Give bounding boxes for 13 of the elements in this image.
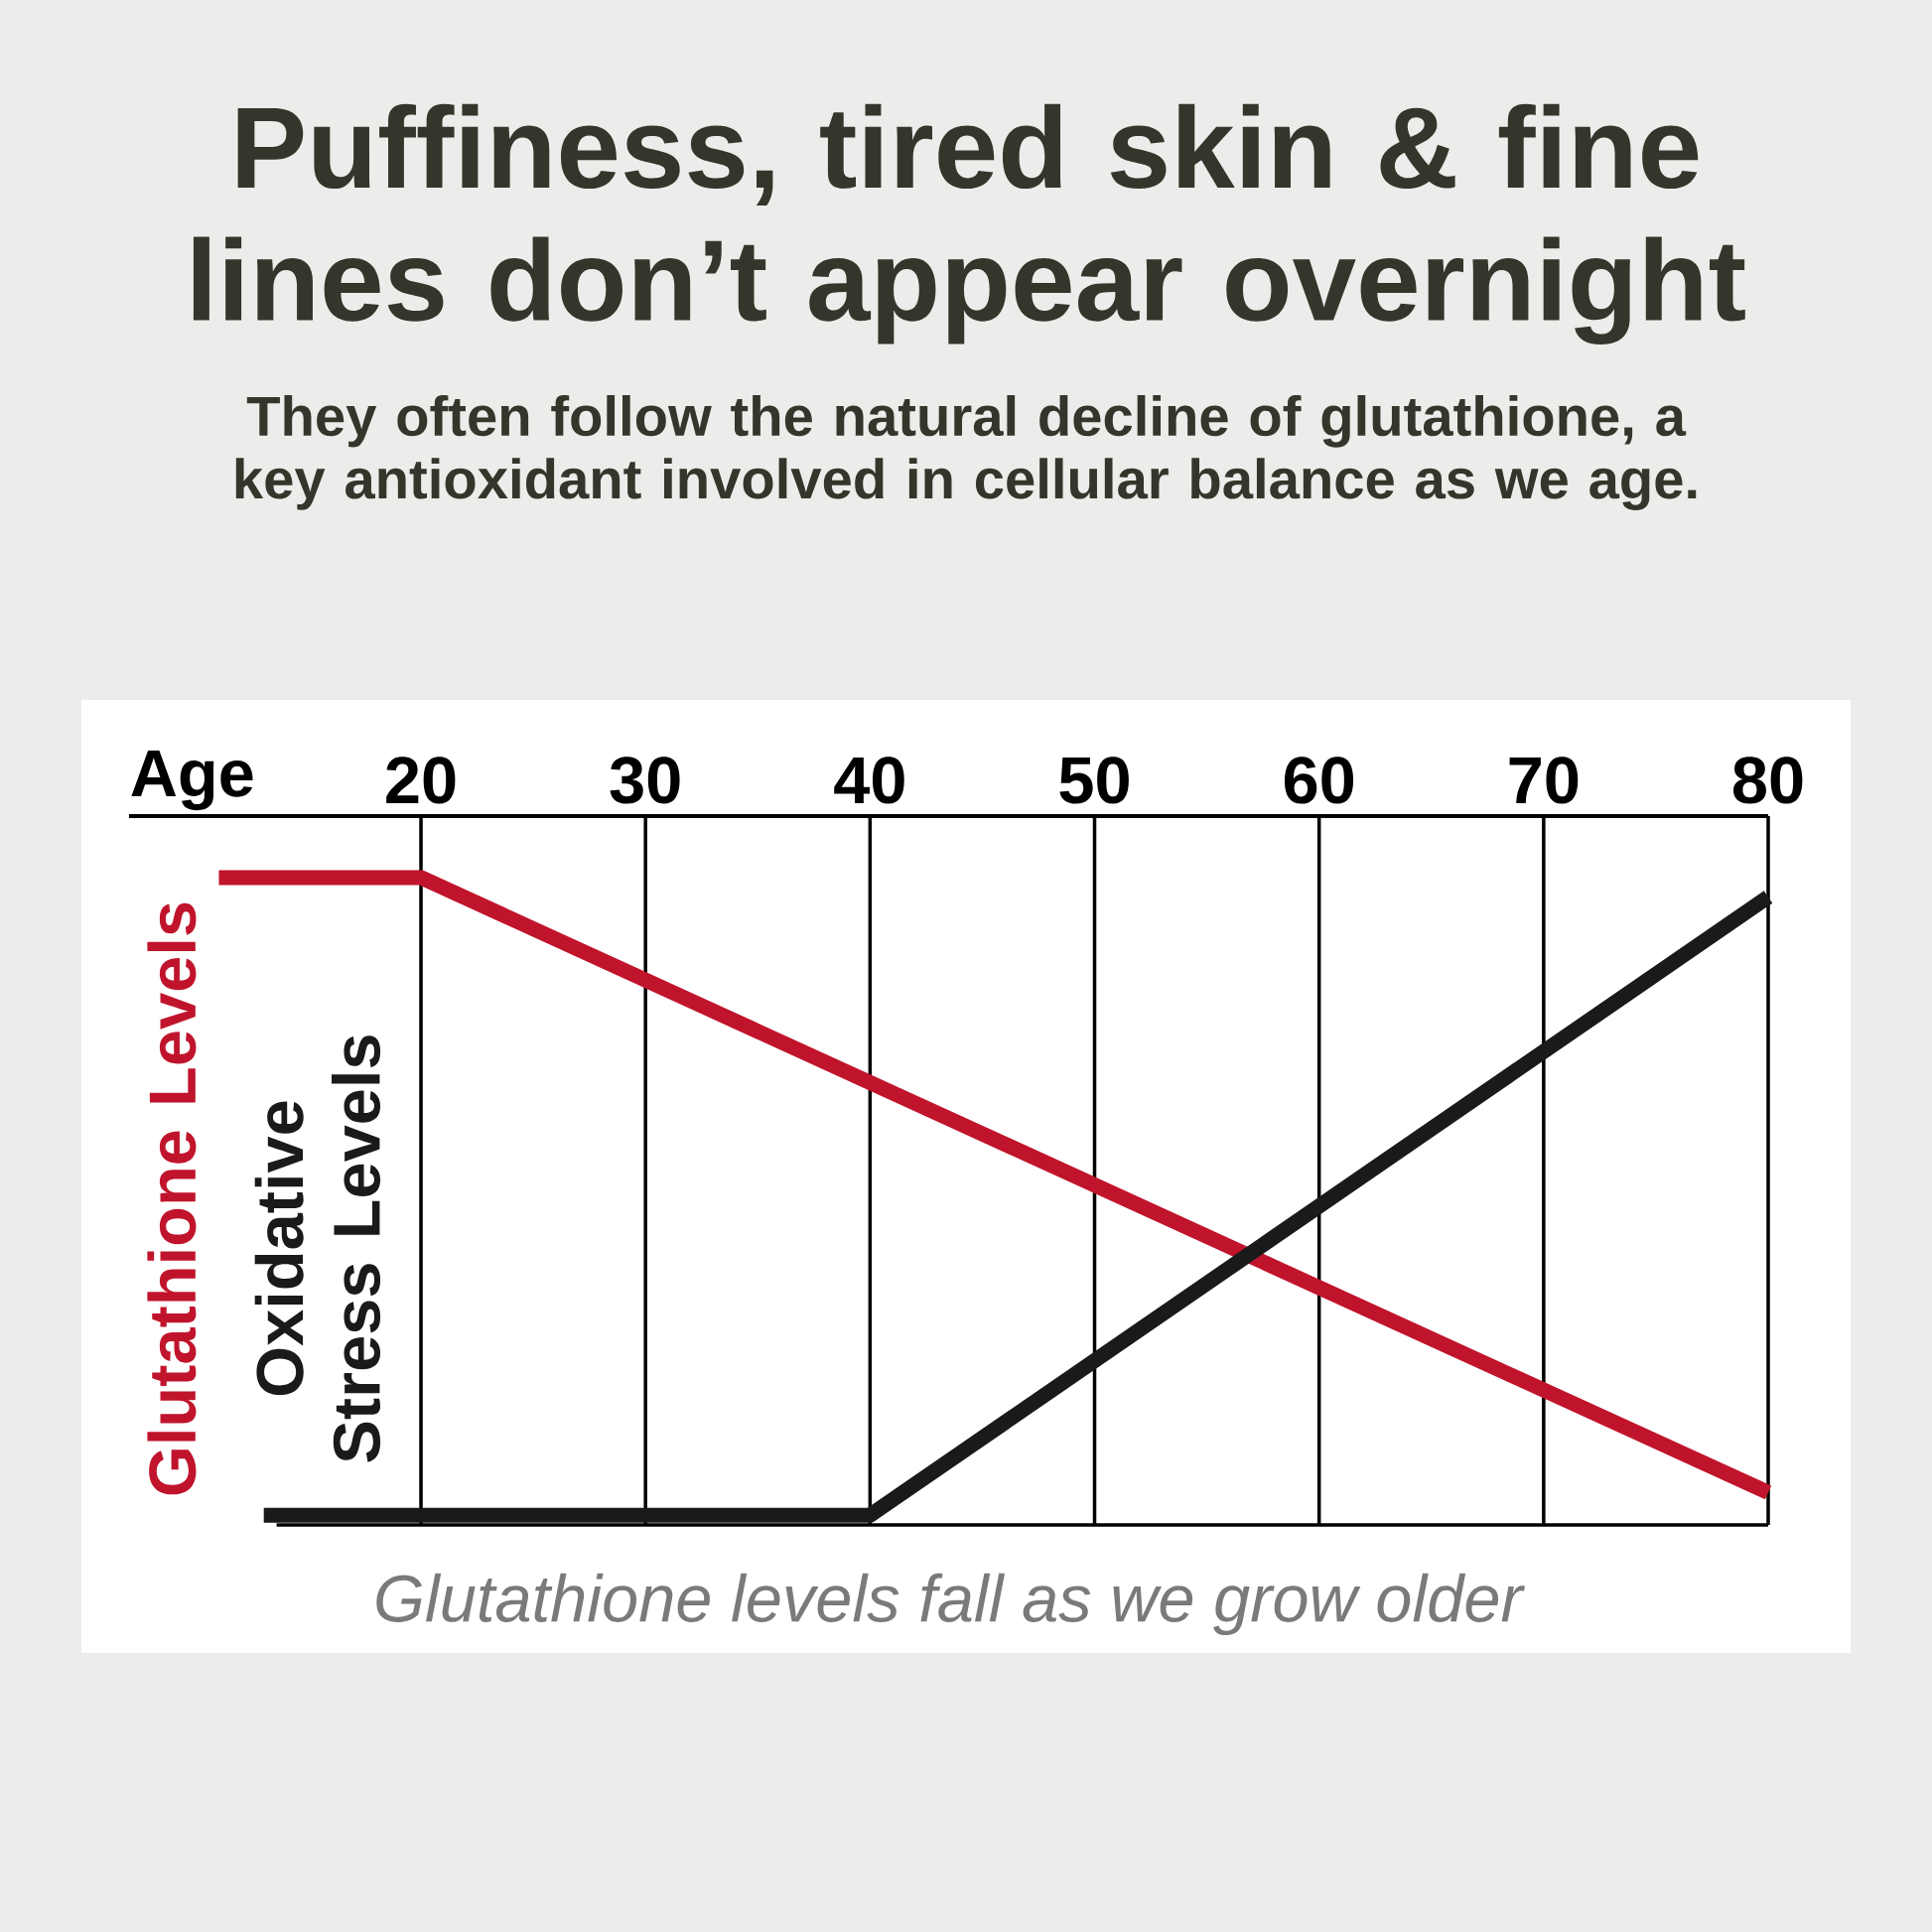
x-tick-label: 30 xyxy=(610,757,680,804)
chart-title: Puffiness, tired skin & fine lines don’t appear overnight xyxy=(193,103,1745,345)
x-axis-title: Age xyxy=(131,751,253,811)
x-tick-label: 80 xyxy=(1732,757,1803,804)
x-tick-label: 40 xyxy=(834,757,904,804)
text: Glutathione Levels xyxy=(147,902,197,1495)
x-tick-label: 60 xyxy=(1284,757,1354,804)
text: Glutathione levels fall as we grow older xyxy=(376,1573,1525,1636)
chart-subtitle: They often follow the natural decline of glutathione, a key antioxidant involved in cellular balance as we age. xyxy=(235,395,1697,510)
x-tick-label: 20 xyxy=(386,757,456,804)
x-tick-label: 50 xyxy=(1059,757,1129,804)
x-tick-label: 70 xyxy=(1509,757,1579,804)
text: Oxidative Stress Levels xyxy=(254,1035,381,1462)
